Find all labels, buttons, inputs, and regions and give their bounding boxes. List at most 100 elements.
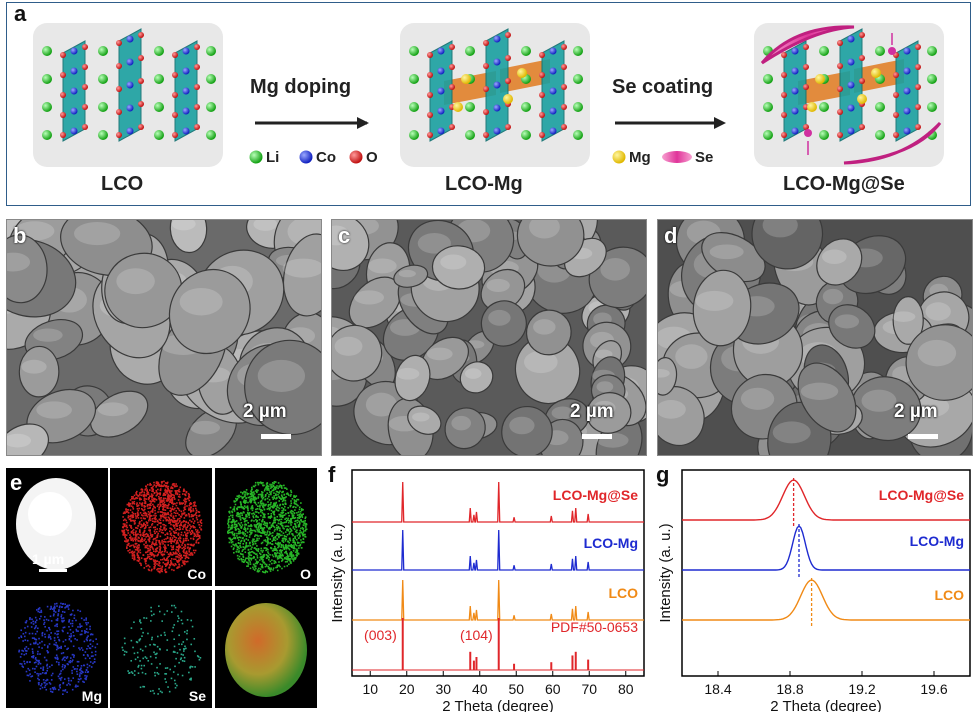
sem-image-d: d 2 µm: [657, 219, 973, 456]
sem-particle: [459, 361, 494, 394]
series-line: [682, 525, 970, 571]
sem-particle: [588, 246, 646, 309]
sem-particle: [407, 405, 442, 435]
series-line: [682, 479, 970, 521]
sem-particle: [282, 233, 321, 317]
y-axis-label: Intensity (a. u.): [657, 523, 674, 622]
x-axis-label: 2 Theta (degree): [442, 698, 553, 712]
se-coating-label: Se coating: [612, 76, 714, 98]
sem-particle: [751, 220, 824, 270]
schematic-drawing: Li Co O Mg Se: [33, 23, 944, 167]
o-legend-swatch: [349, 150, 363, 164]
sem-particle: [516, 220, 585, 267]
eds-tile-co: Co: [110, 468, 212, 586]
series-line: [352, 579, 644, 621]
li-legend-swatch: [249, 150, 263, 164]
lco-mg-se-caption: LCO-Mg@Se: [783, 173, 905, 195]
sem-particle: [168, 268, 251, 355]
scale-bar-d: [908, 434, 938, 439]
se-legend-label: Se: [695, 149, 713, 166]
sem-particles-d: [658, 220, 972, 455]
x-tick-label: 10: [362, 681, 378, 697]
mg-legend-swatch: [612, 150, 626, 164]
x-tick-label: 60: [545, 681, 561, 697]
sem-particle: [7, 234, 48, 304]
sem-particle: [7, 423, 49, 455]
x-tick-label: 18.4: [704, 681, 731, 697]
mg-legend-label: Mg: [629, 149, 651, 166]
se-legend-swatch: [662, 151, 692, 163]
scale-bar-c: [582, 434, 612, 439]
x-axis-label: 2 Theta (degree): [770, 698, 881, 712]
eds-se-label: Se: [188, 688, 206, 704]
xrd-chart-f: f 10 20 30 40 50 60 70 80 2 Theta (degree) Intensi…: [328, 462, 645, 712]
co-legend-swatch: [299, 150, 313, 164]
sem-particle: [692, 269, 752, 347]
eds-tile-mg: Mg: [6, 590, 108, 708]
peak-annotation: (104): [460, 627, 493, 643]
co-legend-label: Co: [316, 149, 336, 166]
panel-a-label: a: [14, 1, 27, 26]
eds-tile-sem: [6, 468, 108, 586]
sem-particle: [104, 252, 183, 329]
eds-tile-se: Se: [110, 590, 212, 708]
series-label: LCO: [608, 585, 638, 601]
series-label: LCO-Mg: [584, 535, 638, 551]
x-tick-label: 19.6: [920, 681, 947, 697]
sem-particle: [169, 220, 208, 254]
lco-mg-se-lattice: [760, 25, 942, 165]
chart-g-frame: [681, 469, 971, 677]
sem-particle: [658, 357, 678, 396]
li-legend-label: Li: [266, 149, 279, 166]
sem-particle: [431, 245, 486, 290]
chart-f-frame: [351, 469, 645, 677]
eds-mapping-panel: e 1 µm Co O Mg Se: [6, 468, 317, 710]
sem-particle: [892, 296, 924, 345]
series-line: [352, 481, 644, 523]
sem-particle: [90, 390, 149, 438]
sem-particle: [501, 405, 553, 455]
sem-particles-b: [7, 220, 321, 455]
o-legend-label: O: [366, 149, 378, 166]
sem-particle: [332, 324, 383, 382]
eds-mg-label: Mg: [81, 688, 102, 704]
y-axis-label: Intensity (a. u.): [329, 523, 346, 622]
panel-g-label: g: [656, 462, 669, 487]
x-tick-label: 30: [435, 681, 451, 697]
x-tick-label: 70: [581, 681, 597, 697]
series-label: LCO-Mg@Se: [553, 487, 638, 503]
sem-particle: [586, 392, 632, 434]
lco-caption: LCO: [101, 173, 144, 195]
sem-particle: [525, 309, 572, 356]
x-tick-label: 50: [508, 681, 524, 697]
sem-particle: [480, 300, 527, 347]
series-label: LCO-Mg@Se: [879, 487, 964, 503]
scale-bar-label-d: 2 µm: [894, 401, 938, 422]
eds-scale-bar-label: 1 µm: [32, 551, 65, 567]
sem-particle: [332, 220, 370, 272]
series-label: LCO-Mg: [910, 533, 964, 549]
series-label: PDF#50-0653: [551, 619, 638, 635]
series-label: LCO: [934, 587, 964, 603]
peak-annotation: (003): [364, 627, 397, 643]
x-tick-label: 80: [618, 681, 634, 697]
x-tick-label: 40: [472, 681, 488, 697]
eds-co-label: Co: [187, 566, 206, 582]
eds-tile-o: O: [215, 468, 317, 586]
series-line: [682, 579, 970, 621]
sem-image-b: b 2 µm: [6, 219, 322, 456]
panel-b-label: b: [13, 223, 27, 248]
scale-bar-b: [261, 434, 291, 439]
sem-particle: [816, 238, 863, 286]
lco-mg-caption: LCO-Mg: [445, 173, 523, 195]
eds-scale-bar: [39, 569, 67, 572]
panel-a-schematic: a Li Co O Mg Se Mg doping Se coating LCO LC…: [6, 1, 971, 206]
eds-tile-overlay: [215, 590, 317, 708]
panel-e-label: e: [10, 470, 23, 495]
scale-bar-label-c: 2 µm: [570, 401, 614, 422]
panel-c-label: c: [338, 223, 351, 248]
eds-o-label: O: [300, 566, 311, 582]
sem-particles-c: [332, 220, 646, 455]
scale-bar-label-b: 2 µm: [243, 401, 287, 422]
panel-f-label: f: [328, 462, 336, 487]
